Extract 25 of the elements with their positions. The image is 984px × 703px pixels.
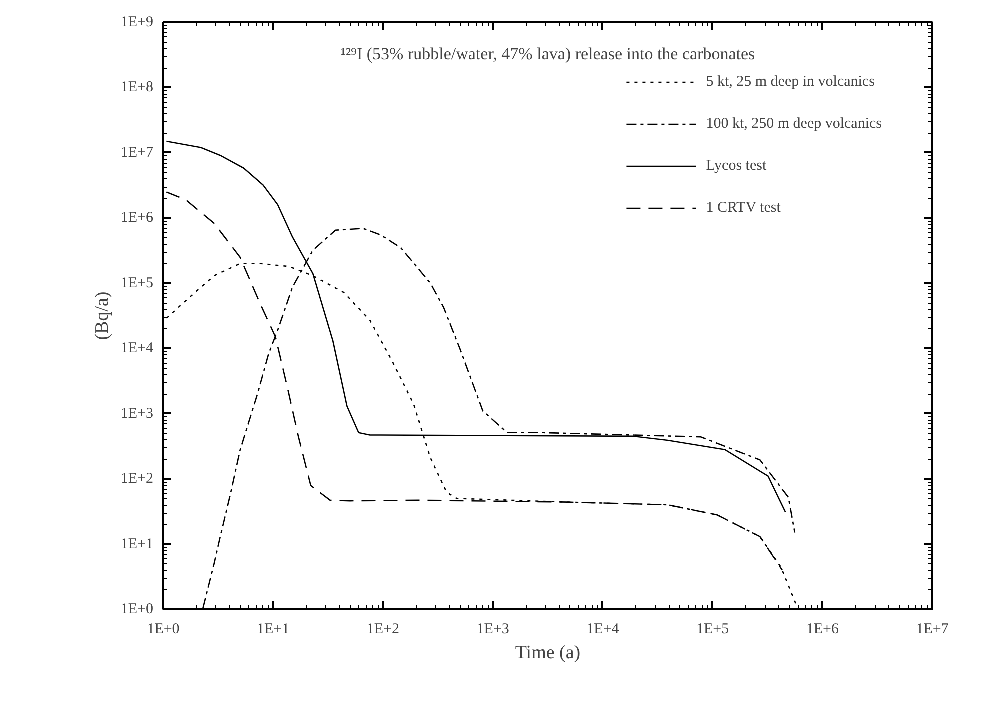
legend-label: Lycos test [706, 158, 767, 174]
x-axis-title: Time (a) [515, 642, 581, 664]
x-tick-label: 1E+4 [586, 622, 620, 638]
y-tick-label: 1E+1 [120, 536, 154, 552]
x-tick-label: 1E+7 [916, 622, 950, 638]
y-tick-label: 1E+2 [120, 471, 154, 488]
y-tick-label: 1E+6 [120, 210, 154, 226]
y-tick-label: 1E+3 [120, 406, 154, 422]
y-tick-label: 1E+7 [120, 144, 154, 161]
y-tick-label: 1E+4 [120, 340, 154, 357]
y-tick-label: 1E+8 [120, 80, 154, 96]
x-tick-label: 1E+2 [366, 622, 400, 638]
text: ¹²⁹I (53% rubble/water, 47% lava) release into the carbonates [340, 44, 756, 64]
y-tick-label: 1E+9 [120, 14, 154, 30]
y-tick-label: 1E+0 [120, 602, 154, 618]
y-axis-title: (Bq/a) [92, 292, 113, 340]
x-tick-label: 1E+3 [476, 622, 510, 638]
legend-label: 5 kt, 25 m deep in volcanics [706, 74, 875, 90]
legend-label: 1 CRTV test [706, 200, 781, 216]
y-tick-label: 1E+5 [120, 275, 154, 292]
x-tick-label: 1E+0 [147, 622, 180, 638]
x-tick-label: 1E+1 [257, 622, 290, 638]
x-tick-label: 1E+5 [696, 622, 730, 638]
legend-label: 100 kt, 250 m deep volcanics [706, 116, 882, 132]
x-tick-label: 1E+6 [806, 622, 840, 638]
